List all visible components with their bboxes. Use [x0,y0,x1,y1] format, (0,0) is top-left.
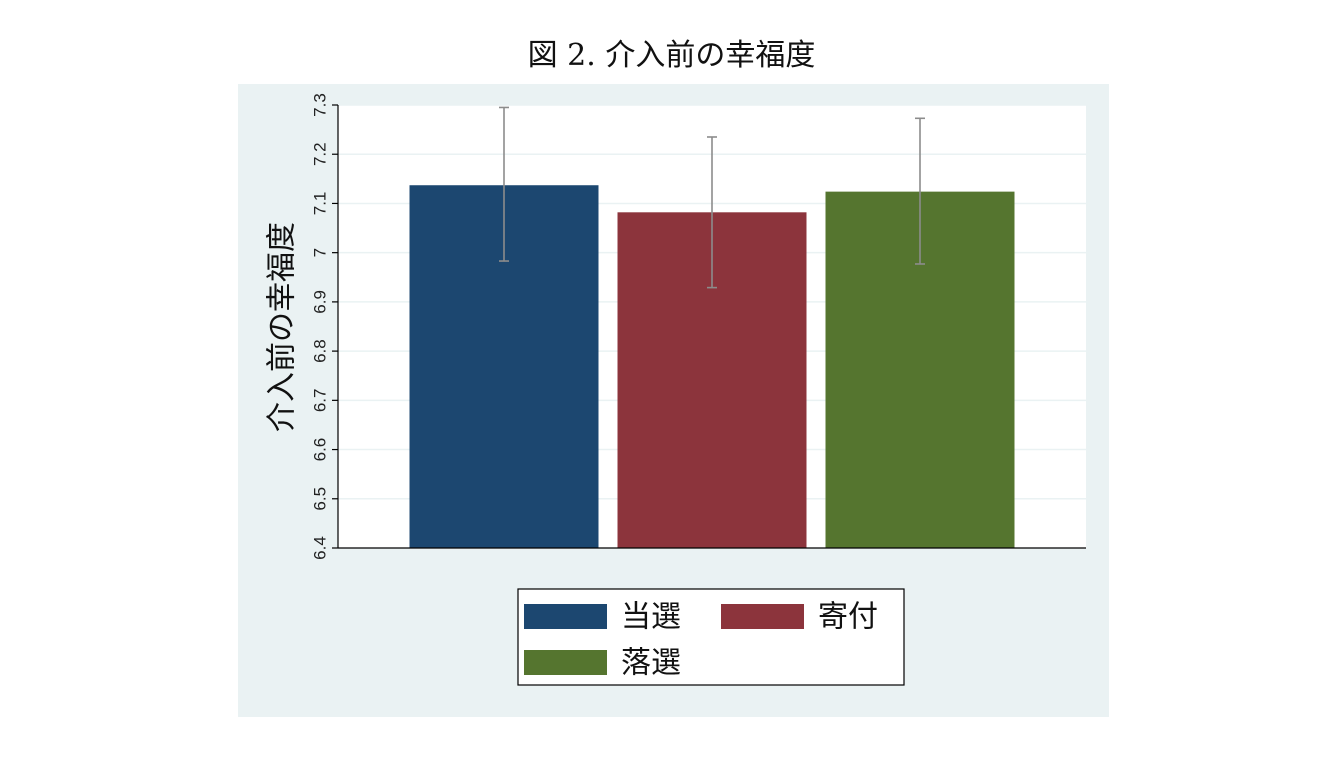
y-tick-label: 6.7 [310,389,329,413]
y-tick-label: 7.2 [310,142,329,166]
y-tick-label: 7.1 [310,192,329,216]
y-tick-label: 6.4 [310,536,329,560]
legend-swatch [524,650,607,675]
legend-label: 当選 [621,600,681,635]
figure-title: 図 2. 介入前の幸福度 [527,38,816,73]
y-axis-label: 介入前の幸福度 [265,222,300,432]
y-tick-label: 6.5 [310,487,329,511]
y-tick-label: 6.9 [310,290,329,314]
legend-label: 落選 [621,646,681,681]
legend-swatch [721,604,804,629]
bar-chart: 6.4 6.5 6.6 6.7 6.8 6.9 7 7.1 7.2 7.3 介入前の幸福度 当選 寄… [238,84,1109,717]
y-tick-label: 7 [310,248,329,257]
legend-swatch [524,604,607,629]
y-tick-label: 6.6 [310,438,329,462]
y-tick-label: 6.8 [310,339,329,363]
y-tick-label: 7.3 [310,93,329,117]
legend-label: 寄付 [818,600,878,635]
error-bars [499,106,925,289]
y-axis-ticks: 6.4 6.5 6.6 6.7 6.8 6.9 7 7.1 7.2 7.3 [310,93,338,560]
